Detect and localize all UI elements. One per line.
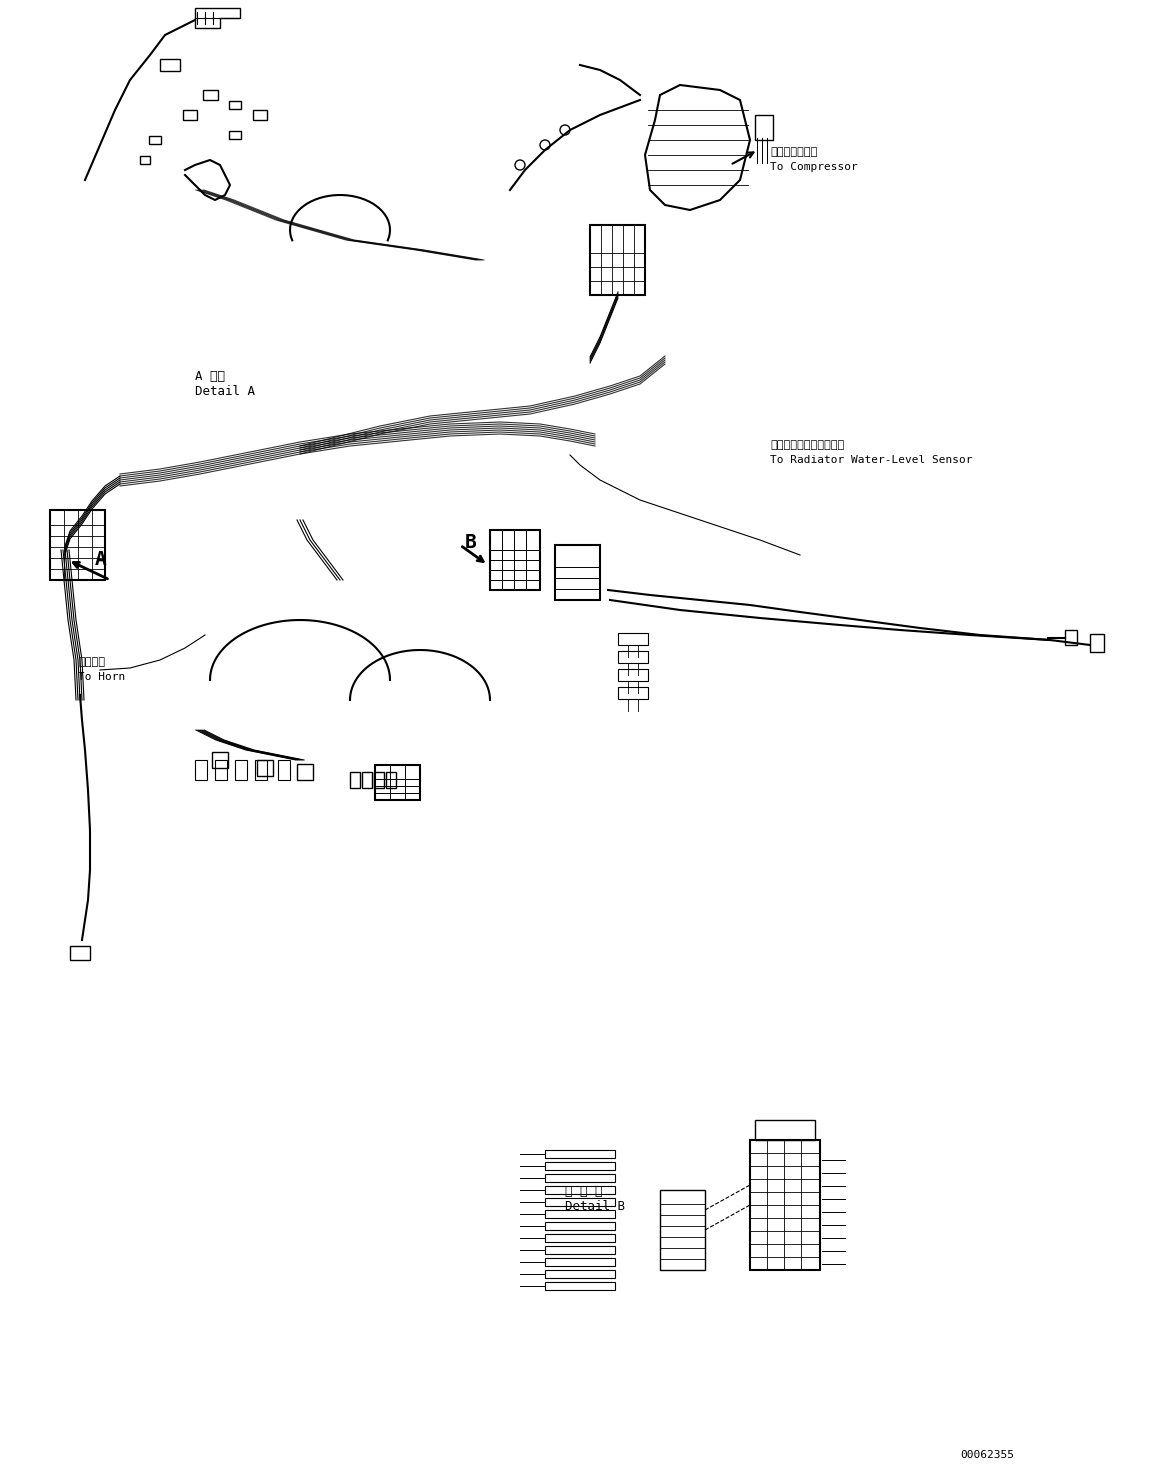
Bar	[212, 752, 228, 768]
Bar	[555, 545, 600, 599]
Bar	[160, 59, 180, 71]
Bar	[545, 1174, 615, 1183]
Bar	[140, 155, 150, 164]
Bar	[1090, 633, 1104, 653]
Bar	[590, 225, 645, 295]
Text: ラジエータ水位センサへ: ラジエータ水位センサへ	[770, 440, 844, 450]
Text: A: A	[95, 551, 107, 568]
Bar	[254, 110, 267, 120]
Bar	[545, 1197, 615, 1206]
Bar	[183, 110, 197, 120]
Text: To Horn: To Horn	[78, 672, 126, 682]
Bar	[545, 1162, 615, 1171]
Bar	[297, 764, 313, 780]
Bar	[545, 1150, 615, 1157]
Bar	[545, 1185, 615, 1194]
Text: 00062355: 00062355	[959, 1450, 1014, 1459]
Bar	[618, 633, 648, 645]
Text: To Compressor: To Compressor	[770, 161, 858, 172]
Bar	[490, 530, 540, 591]
Bar	[149, 136, 160, 144]
Bar	[545, 1222, 615, 1230]
Bar	[545, 1258, 615, 1265]
Bar	[386, 773, 395, 787]
Bar	[545, 1270, 615, 1279]
Bar	[215, 761, 227, 780]
Bar	[755, 1120, 815, 1140]
Bar	[255, 761, 267, 780]
Bar	[229, 132, 241, 139]
Bar	[545, 1282, 615, 1291]
Bar	[235, 761, 247, 780]
Bar	[278, 761, 290, 780]
Text: Detail B: Detail B	[565, 1200, 625, 1214]
Text: ホーンへ: ホーンへ	[78, 657, 105, 667]
Text: A 詳細: A 詳細	[195, 370, 224, 383]
Bar	[202, 90, 217, 101]
Bar	[659, 1190, 705, 1270]
Bar	[618, 651, 648, 663]
Text: 日 詳 細: 日 詳 細	[565, 1185, 602, 1197]
Bar	[545, 1211, 615, 1218]
Bar	[750, 1140, 820, 1270]
Bar	[618, 669, 648, 681]
Bar	[374, 765, 420, 801]
Bar	[229, 101, 241, 110]
Text: B: B	[465, 533, 477, 552]
Bar	[545, 1246, 615, 1254]
Bar	[362, 773, 372, 787]
Text: To Radiator Water-Level Sensor: To Radiator Water-Level Sensor	[770, 454, 972, 465]
Bar	[350, 773, 361, 787]
Text: Detail A: Detail A	[195, 385, 255, 398]
Bar	[755, 115, 773, 141]
Bar	[618, 687, 648, 699]
Bar	[257, 761, 273, 776]
Bar	[195, 761, 207, 780]
Bar	[70, 946, 90, 961]
Text: コンプレッサへ: コンプレッサへ	[770, 147, 818, 157]
Bar	[545, 1234, 615, 1242]
Bar	[1065, 630, 1077, 645]
Bar	[374, 773, 384, 787]
